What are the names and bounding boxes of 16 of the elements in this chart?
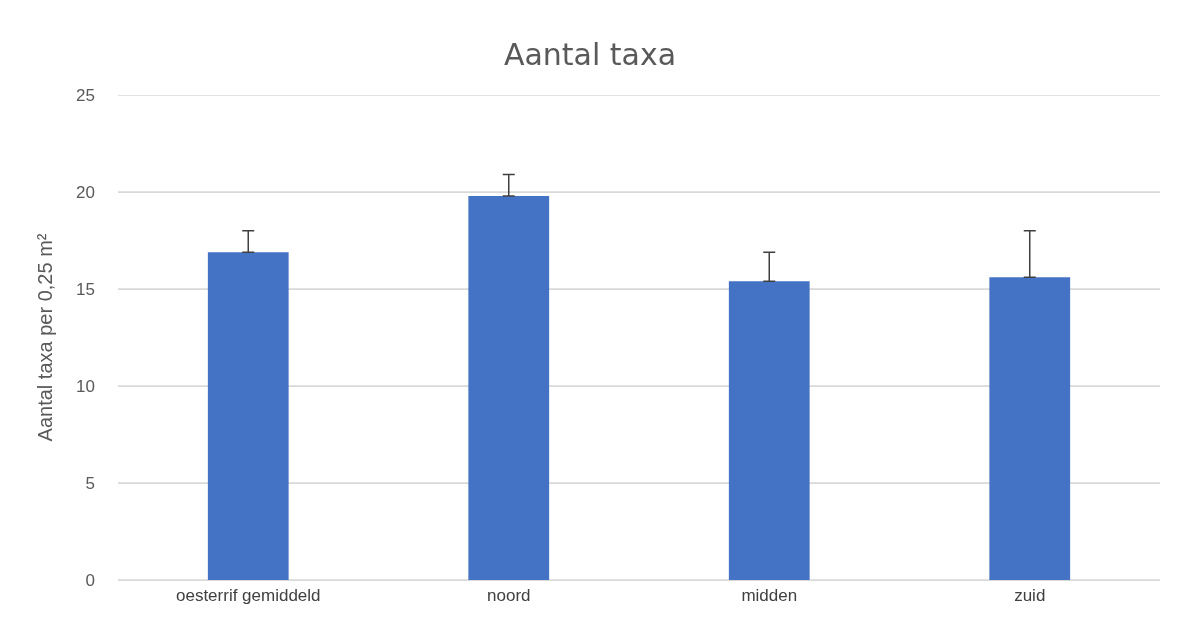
y-tick-label: 5 <box>85 473 95 493</box>
y-tick-label: 25 <box>76 85 95 105</box>
x-tick-label: zuid <box>1014 586 1046 606</box>
bar <box>989 277 1071 580</box>
y-axis-title: Aantal taxa per 0,25 m² <box>33 233 56 442</box>
bar <box>207 252 289 580</box>
y-tick-label: 20 <box>76 182 95 202</box>
y-tick-label: 15 <box>76 279 95 299</box>
bar <box>468 195 550 580</box>
x-tick-label: noord <box>487 586 531 606</box>
y-tick-label: 10 <box>76 376 95 396</box>
x-tick-label: midden <box>741 586 798 606</box>
x-tick-label: oesterrif gemiddeld <box>175 586 321 606</box>
chart-title: Aantal taxa <box>503 37 677 73</box>
y-tick-label: 0 <box>85 570 95 590</box>
bar <box>728 281 810 580</box>
